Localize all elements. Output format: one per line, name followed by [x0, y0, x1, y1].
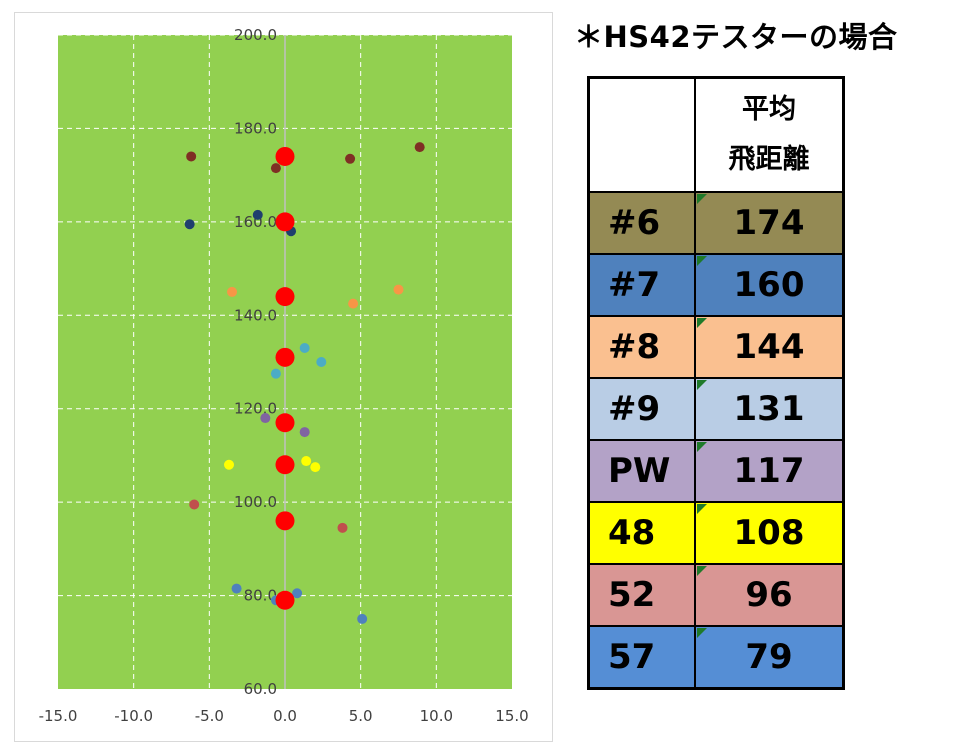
- header-avg-cell: 平均 飛距離: [694, 76, 845, 193]
- shot-point: [414, 142, 425, 153]
- club-cell: 48: [587, 501, 696, 565]
- club-cell: #7: [587, 253, 696, 317]
- x-tick-label: 5.0: [349, 707, 373, 725]
- cell-flag-icon: [697, 256, 707, 266]
- distance-cell: 117: [694, 439, 845, 503]
- distance-value: 108: [733, 513, 805, 553]
- shot-point: [348, 298, 359, 309]
- table-row: 52 96: [587, 563, 845, 627]
- x-tick-label: -10.0: [114, 707, 153, 725]
- shot-point: [270, 163, 281, 174]
- distance-value: 131: [733, 389, 805, 429]
- y-tick-label: 160.0: [234, 213, 277, 231]
- shot-point: [357, 613, 368, 624]
- cell-flag-icon: [697, 504, 707, 514]
- club-cell: 52: [587, 563, 696, 627]
- y-tick-label: 120.0: [234, 400, 277, 418]
- distance-value: 96: [745, 575, 793, 615]
- shot-point: [337, 522, 348, 533]
- cell-flag-icon: [697, 194, 707, 204]
- club-cell: 57: [587, 625, 696, 690]
- table-header-row: 平均 飛距離: [587, 76, 845, 193]
- y-tick-label: 180.0: [234, 119, 277, 137]
- table-body: #6 174 #7 160 #8 144 #9 131 PW 117 48 108 52 96 57 79: [587, 191, 845, 690]
- club-cell: #8: [587, 315, 696, 379]
- shot-point: [299, 342, 310, 353]
- shot-point: [310, 462, 321, 473]
- cell-flag-icon: [697, 442, 707, 452]
- table-row: #7 160: [587, 253, 845, 317]
- average-point: [275, 212, 295, 232]
- shot-point: [189, 499, 200, 510]
- distance-value: 144: [733, 327, 805, 367]
- shot-point: [292, 588, 303, 599]
- y-tick-label: 140.0: [234, 306, 277, 324]
- shot-point: [224, 459, 235, 470]
- shot-point: [345, 153, 356, 164]
- x-tick-label: 0.0: [273, 707, 297, 725]
- header-club-cell: [587, 76, 696, 193]
- average-point: [275, 511, 295, 531]
- distance-cell: 79: [694, 625, 845, 690]
- distance-table: 平均 飛距離 #6 174 #7 160 #8 144 #9 131 PW 117 48 108 52 9…: [587, 76, 845, 690]
- scatter-chart: -15.0 -10.0 -5.0 0.0 5.0 10.0 15.0 60.0 80.0 100.…: [39, 26, 529, 725]
- average-point: [275, 287, 295, 307]
- table-row: #8 144: [587, 315, 845, 379]
- distance-cell: 174: [694, 191, 845, 255]
- table-row: PW 117: [587, 439, 845, 503]
- club-cell: #6: [587, 191, 696, 255]
- distance-cell: 160: [694, 253, 845, 317]
- average-point: [275, 146, 295, 166]
- x-tick-label: 15.0: [495, 707, 528, 725]
- shot-point: [316, 357, 327, 367]
- average-point: [275, 413, 295, 433]
- shot-point: [299, 427, 310, 438]
- x-tick-label: -15.0: [39, 707, 78, 725]
- shot-point: [260, 413, 271, 424]
- y-tick-label: 100.0: [234, 493, 277, 511]
- distance-cell: 131: [694, 377, 845, 441]
- table-row: 48 108: [587, 501, 845, 565]
- shot-point: [252, 209, 263, 220]
- table-row: #6 174: [587, 191, 845, 255]
- cell-flag-icon: [697, 318, 707, 328]
- distance-value: 117: [733, 451, 805, 491]
- distance-value: 160: [733, 265, 805, 305]
- shot-point: [270, 368, 281, 379]
- cell-flag-icon: [697, 628, 707, 638]
- page-heading: ＊HS42テスターの場合: [574, 20, 898, 54]
- y-tick-label: 80.0: [244, 587, 277, 605]
- shot-point: [186, 151, 197, 162]
- table-row: #9 131: [587, 377, 845, 441]
- distance-cell: 96: [694, 563, 845, 627]
- club-cell: PW: [587, 439, 696, 503]
- distance-value: 79: [745, 637, 793, 677]
- distance-cell: 144: [694, 315, 845, 379]
- x-tick-label: 10.0: [420, 707, 453, 725]
- club-cell: #9: [587, 377, 696, 441]
- average-point: [275, 455, 295, 475]
- x-tick-label: -5.0: [195, 707, 224, 725]
- cell-flag-icon: [697, 566, 707, 576]
- y-tick-label: 200.0: [234, 26, 277, 44]
- shot-point: [184, 219, 195, 230]
- average-point: [275, 347, 295, 367]
- header-avg-line2: 飛距離: [728, 144, 810, 175]
- average-point: [275, 590, 295, 610]
- shot-point: [227, 286, 238, 297]
- header-avg-line1: 平均: [742, 94, 796, 125]
- shot-point: [301, 456, 312, 467]
- distance-value: 174: [733, 203, 805, 243]
- chart-frame: -15.0 -10.0 -5.0 0.0 5.0 10.0 15.0 60.0 80.0 100.…: [14, 12, 553, 742]
- table-row: 57 79: [587, 625, 845, 690]
- shot-point: [393, 284, 404, 295]
- shot-point: [231, 583, 242, 594]
- y-tick-label: 60.0: [244, 680, 277, 698]
- cell-flag-icon: [697, 380, 707, 390]
- distance-cell: 108: [694, 501, 845, 565]
